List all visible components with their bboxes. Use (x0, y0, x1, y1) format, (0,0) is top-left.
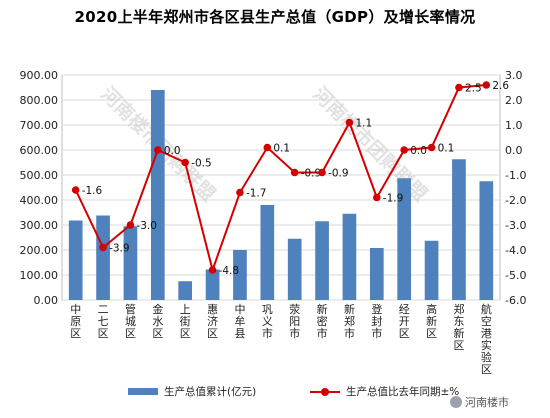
left-axis-tick: 0.00 (34, 294, 59, 307)
bar (96, 215, 110, 300)
left-axis-tick: 800.00 (20, 94, 59, 107)
x-axis-tick: 巩义市 (262, 303, 273, 340)
growth-point (427, 143, 436, 152)
bar (233, 250, 247, 300)
right-axis-tick: -2.0 (505, 194, 526, 207)
growth-point (126, 221, 135, 229)
bar (123, 226, 138, 300)
data-label: -3.0 (136, 220, 157, 232)
x-axis-tick: 二七区 (98, 303, 109, 340)
bar (315, 221, 329, 300)
growth-point (290, 168, 299, 177)
legend-item-line: 生产总值比去年同期±% (310, 384, 459, 399)
growth-point (455, 83, 463, 92)
data-label: 0.1 (438, 143, 455, 155)
growth-point (400, 146, 408, 154)
right-axis-tick: -4.0 (505, 244, 526, 257)
left-axis-tick: 300.00 (20, 219, 59, 232)
growth-point (181, 158, 189, 167)
right-axis-tick: -5.0 (505, 269, 526, 282)
bar (479, 181, 494, 300)
bar (150, 90, 165, 300)
data-label: 1.1 (355, 118, 372, 130)
right-axis-tick: -6.0 (505, 294, 526, 307)
source-credit-text: 河南楼市 (465, 396, 509, 409)
growth-point (482, 81, 491, 89)
data-label: 0.1 (273, 143, 290, 155)
growth-point (236, 188, 244, 197)
x-axis-tick: 金水区 (152, 302, 163, 340)
data-label: 0.0 (410, 145, 427, 157)
x-axis-tick: 新郑市 (344, 302, 355, 340)
source-credit: 河南楼市 (450, 394, 509, 410)
x-axis-tick: 新密市 (317, 302, 328, 340)
legend: 生产总值累计(亿元) 生产总值比去年同期±% (0, 384, 550, 402)
growth-point (373, 193, 381, 202)
x-axis-tick: 管城区 (125, 302, 136, 340)
growth-point (208, 266, 217, 274)
bar (397, 178, 412, 300)
left-axis-tick: 900.00 (20, 69, 59, 82)
x-axis-tick: 经开区 (399, 303, 410, 340)
data-label: -4.8 (219, 265, 240, 277)
growth-line (74, 84, 487, 274)
left-axis-tick: 600.00 (20, 144, 59, 157)
bar (452, 159, 466, 300)
data-label: 2.5 (465, 83, 482, 95)
left-axis-tick: 400.00 (20, 194, 59, 207)
right-axis-tick: -3.0 (505, 219, 526, 232)
data-label: -1.7 (246, 188, 267, 200)
bar (424, 240, 439, 300)
data-label: -3.9 (109, 243, 130, 255)
bar (260, 205, 275, 300)
left-axis-tick: 500.00 (20, 169, 59, 182)
growth-point (318, 168, 326, 177)
right-axis-tick: 1.0 (505, 119, 523, 132)
bar (369, 248, 384, 300)
data-label: -0.9 (301, 168, 322, 180)
bar (68, 220, 83, 300)
x-axis-tick: 航空港实验区 (481, 302, 492, 376)
bar (342, 213, 357, 300)
growth-point (154, 146, 162, 154)
legend-bar-swatch (128, 388, 158, 395)
right-axis-tick: -1.0 (505, 169, 526, 182)
x-axis-tick: 中牟县 (234, 303, 245, 340)
left-axis-tick: 200.00 (20, 244, 59, 257)
right-axis-tick: 0.0 (505, 144, 523, 157)
data-label: 0.0 (164, 145, 181, 157)
legend-line-swatch (310, 387, 340, 397)
data-label: -0.5 (191, 158, 212, 170)
x-axis-tick: 荥阳市 (289, 302, 300, 340)
x-axis-tick: 高新区 (426, 302, 437, 340)
chart-title: 2020上半年郑州市各区县生产总值（GDP）及增长率情况 (74, 8, 476, 26)
bar (205, 269, 220, 300)
left-axis-tick: 100.00 (20, 269, 59, 282)
growth-point (263, 143, 272, 152)
wechat-icon (450, 396, 462, 408)
legend-item-bar: 生产总值累计(亿元) (128, 384, 256, 399)
right-axis-tick: 2.0 (505, 94, 523, 107)
data-label: -1.6 (82, 185, 103, 197)
x-axis-tick: 中原区 (70, 303, 81, 340)
left-axis-tick: 700.00 (20, 119, 59, 132)
data-label: -1.9 (383, 193, 404, 205)
x-axis-tick: 惠济区 (207, 302, 218, 340)
right-axis-tick: 3.0 (505, 69, 523, 82)
x-axis-tick: 郑东新区 (453, 302, 464, 352)
growth-point (99, 243, 107, 252)
legend-bar-label: 生产总值累计(亿元) (164, 386, 257, 398)
bar (178, 281, 193, 300)
bar (287, 238, 302, 300)
data-label: -0.9 (328, 168, 349, 180)
growth-point (71, 186, 80, 194)
legend-line-label: 生产总值比去年同期±% (346, 386, 460, 398)
data-label: 2.6 (492, 80, 509, 92)
x-axis-tick: 上街区 (180, 303, 191, 340)
growth-point (345, 118, 354, 127)
x-axis-tick: 登封市 (371, 302, 382, 340)
